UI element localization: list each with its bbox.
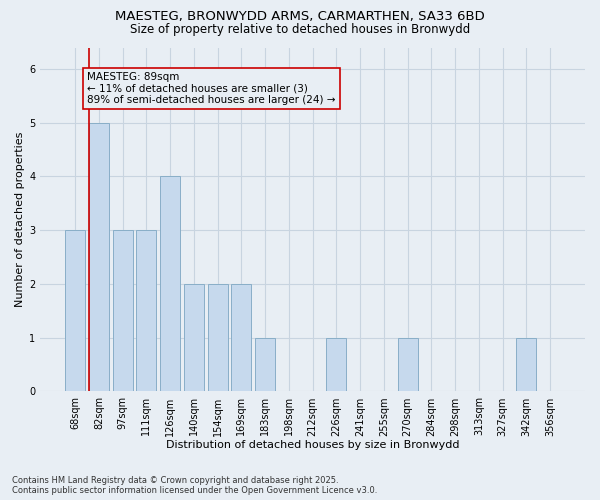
Bar	[89, 122, 109, 392]
Bar	[255, 338, 275, 392]
Text: MAESTEG, BRONWYDD ARMS, CARMARTHEN, SA33 6BD: MAESTEG, BRONWYDD ARMS, CARMARTHEN, SA33…	[115, 10, 485, 23]
Bar	[398, 338, 418, 392]
X-axis label: Distribution of detached houses by size in Bronwydd: Distribution of detached houses by size …	[166, 440, 460, 450]
Bar	[517, 338, 536, 392]
Bar	[326, 338, 346, 392]
Bar	[231, 284, 251, 392]
Bar	[113, 230, 133, 392]
Bar	[136, 230, 157, 392]
Bar	[208, 284, 228, 392]
Text: Contains HM Land Registry data © Crown copyright and database right 2025.
Contai: Contains HM Land Registry data © Crown c…	[12, 476, 377, 495]
Bar	[184, 284, 204, 392]
Text: Size of property relative to detached houses in Bronwydd: Size of property relative to detached ho…	[130, 22, 470, 36]
Bar	[65, 230, 85, 392]
Text: MAESTEG: 89sqm
← 11% of detached houses are smaller (3)
89% of semi-detached hou: MAESTEG: 89sqm ← 11% of detached houses …	[87, 72, 335, 105]
Y-axis label: Number of detached properties: Number of detached properties	[15, 132, 25, 307]
Bar	[160, 176, 180, 392]
